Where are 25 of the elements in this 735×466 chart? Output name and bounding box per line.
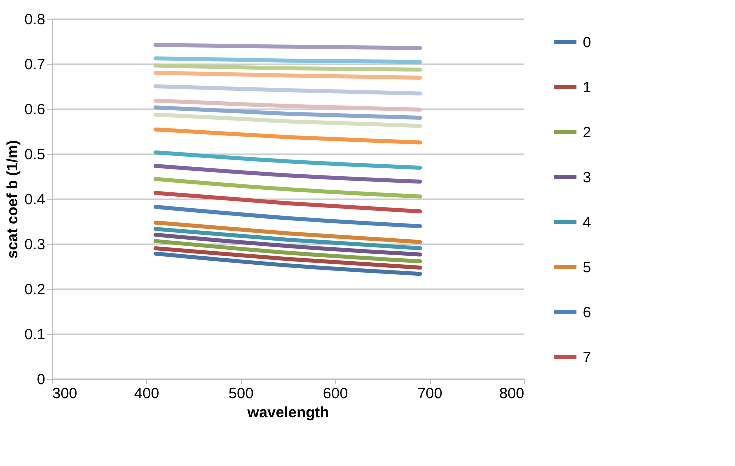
y-tick-label: 0.7	[24, 56, 46, 74]
y-tick-label: 0.3	[24, 236, 46, 254]
x-tick-label: 300	[52, 386, 78, 402]
legend-label: 6	[583, 304, 592, 322]
x-tick-label: 500	[228, 386, 254, 402]
legend-label: 0	[583, 34, 592, 52]
legend-label: 7	[583, 350, 592, 366]
y-tick-label: 0.2	[24, 282, 46, 298]
y-axis-title: scat coef b (1/m)	[4, 140, 22, 259]
x-tick-label: 800	[499, 386, 524, 402]
legend-label: 1	[583, 80, 592, 96]
y-tick-label: 0.6	[24, 102, 46, 118]
legend-label: 5	[583, 260, 592, 276]
legend-label: 3	[583, 170, 592, 186]
y-tick-label: 0.1	[24, 326, 46, 344]
x-tick-label: 700	[418, 386, 443, 402]
y-tick-label: 0.8	[24, 12, 46, 28]
x-tick-label: 600	[323, 386, 348, 402]
y-tick-label: 0	[37, 372, 46, 388]
y-tick-label: 0.5	[24, 146, 46, 164]
x-tick-label: 400	[134, 386, 160, 402]
legend-label: 2	[583, 124, 592, 142]
x-axis-title: wavelength	[246, 404, 330, 422]
legend-label: 4	[583, 214, 592, 232]
y-tick-label: 0.4	[24, 192, 46, 208]
